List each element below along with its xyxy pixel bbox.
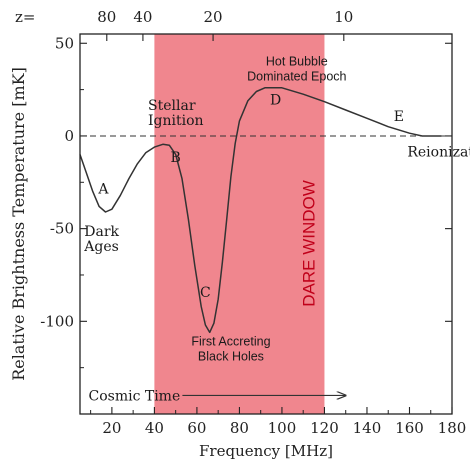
- brightness-temperature-curve: [79, 87, 442, 334]
- y-tick-label: 50: [55, 34, 74, 52]
- y-tick-label: 0: [64, 127, 74, 145]
- top-tick-label: 20: [204, 8, 223, 26]
- annotation-text: Reionization: [407, 144, 470, 160]
- x-tick-label: 20: [102, 419, 121, 437]
- top-axis-prefix: z=: [15, 8, 35, 26]
- dare-window-label: DARE WINDOW: [299, 180, 318, 307]
- annotation-text: Stellar: [148, 98, 196, 114]
- x-tick-label: 160: [395, 419, 424, 437]
- y-axis-label: Relative Brightness Temperature [mK]: [9, 67, 28, 381]
- x-tick-label: 60: [187, 419, 206, 437]
- point-label-b: B: [171, 150, 181, 166]
- x-tick-label: 120: [310, 419, 339, 437]
- x-tick-label: 140: [353, 419, 382, 437]
- annotation-text: Dominated Epoch: [247, 70, 346, 84]
- point-label-e: E: [394, 109, 404, 125]
- point-label-a: A: [97, 181, 109, 197]
- cosmic-time-label: Cosmic Time: [89, 388, 181, 404]
- annotation-text: Ages: [83, 239, 119, 255]
- top-tick-label: 40: [133, 8, 152, 26]
- x-tick-label: 40: [145, 419, 164, 437]
- x-tick-label: 80: [230, 419, 249, 437]
- annotation-text: Black Holes: [198, 349, 264, 363]
- top-tick-label: 10: [334, 8, 353, 26]
- annotation-text: Ignition: [148, 113, 204, 129]
- plot-frame: [79, 33, 453, 415]
- point-label-d: D: [270, 92, 281, 108]
- dare-window-band: [154, 34, 325, 414]
- annotation-text: First Accreting: [191, 334, 270, 348]
- y-tick-label: -100: [40, 312, 74, 330]
- annotation-text: Dark: [84, 224, 119, 240]
- x-axis-label: Frequency [MHz]: [199, 442, 333, 460]
- x-tick-label: 100: [268, 419, 297, 437]
- top-tick-label: 80: [97, 8, 116, 26]
- x-tick-label: 180: [438, 419, 467, 437]
- point-label-c: C: [200, 285, 211, 301]
- annotation-text: Hot Bubble: [266, 55, 328, 69]
- y-tick-label: -50: [50, 220, 74, 238]
